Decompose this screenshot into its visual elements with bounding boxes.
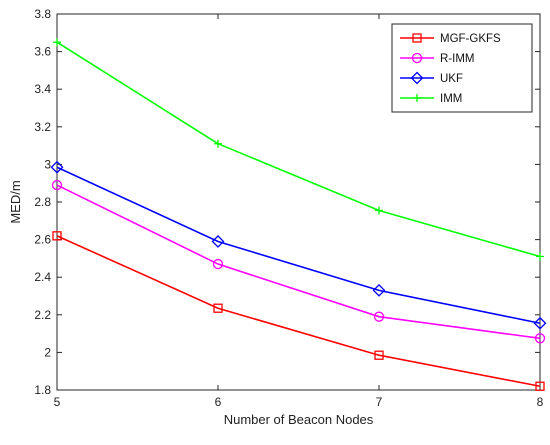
series-layer: [50, 38, 547, 391]
y-axis-label: MED/m: [8, 180, 23, 223]
y-tick-label: 2: [44, 345, 51, 359]
y-tick-label: 2.2: [34, 308, 51, 322]
legend-marker: [410, 71, 424, 85]
axes: 5 6 7 8 1.8 2 2.2 2.4 2.6 2.8 3 3.2 3.4 3.6 3.8: [34, 7, 543, 409]
legend-marker: [412, 33, 422, 43]
data-point: [373, 311, 385, 322]
data-point: [372, 283, 386, 297]
series-line: [56, 41, 541, 258]
y-tick-label: 3.4: [34, 82, 51, 96]
series-line: [56, 235, 541, 388]
y-tick-label: 2.4: [34, 270, 51, 284]
data-point: [536, 252, 544, 261]
series-line: [56, 184, 541, 340]
data-point: [533, 316, 547, 330]
data-point: [535, 381, 545, 391]
legend-label: UKF: [440, 73, 463, 85]
data-point: [375, 206, 383, 215]
y-tick-label: 3: [44, 157, 51, 171]
data-point: [51, 179, 63, 191]
legend-label: MGF-GKFS: [440, 33, 501, 45]
data-point: [212, 258, 224, 270]
series-ukf: [50, 160, 547, 330]
y-tick-label: 2.8: [34, 195, 51, 209]
data-point: [53, 38, 61, 47]
x-tick-label: 8: [537, 395, 544, 409]
y-tick-label: 2.6: [34, 233, 51, 247]
legend-marker: [411, 52, 423, 64]
y-tick-label: 3.6: [34, 45, 51, 59]
x-tick-label: 7: [376, 395, 383, 409]
legend-item: IMM: [400, 93, 462, 105]
y-tick-label: 3.8: [34, 7, 51, 21]
data-point: [52, 231, 62, 241]
data-point: [50, 160, 64, 174]
series-line: [56, 166, 541, 325]
y-tick-label: 3.2: [34, 120, 51, 134]
legend-item: UKF: [400, 71, 463, 85]
data-point: [214, 139, 222, 148]
legend-label: R-IMM: [440, 53, 475, 65]
series-imm: [53, 38, 544, 261]
x-axis-label: Number of Beacon Nodes: [224, 412, 374, 427]
y-tick-label: 1.8: [34, 383, 51, 397]
data-point: [534, 333, 546, 344]
data-point: [211, 235, 225, 248]
x-tick-label: 6: [215, 395, 222, 409]
legend: MGF-GKFS R-IMM UKF IMM: [391, 23, 533, 113]
data-point: [374, 350, 384, 360]
legend-marker: [413, 94, 421, 102]
legend-item: MGF-GKFS: [400, 33, 501, 45]
x-tick-label: 5: [54, 395, 61, 409]
series-r-imm: [51, 179, 546, 344]
series-mgf-gkfs: [52, 231, 545, 391]
data-point: [213, 303, 223, 313]
legend-item: R-IMM: [400, 52, 475, 65]
legend-label: IMM: [440, 93, 462, 105]
